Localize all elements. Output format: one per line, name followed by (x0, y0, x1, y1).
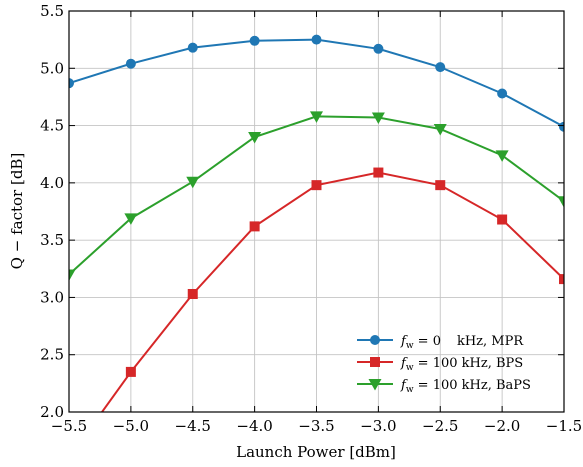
series-triangle-down (69, 111, 564, 282)
legend-subscript: w (406, 363, 414, 373)
y-tick-label: 3.0 (40, 288, 64, 306)
y-tick-label: 4.5 (40, 117, 64, 135)
legend-label: fw = 0 kHz, MPR (400, 334, 524, 351)
data-point-marker (497, 214, 508, 225)
data-point-marker (495, 150, 509, 162)
data-point-marker (248, 132, 262, 144)
data-point-marker (187, 288, 198, 299)
x-tick-label: −5.0 (113, 417, 149, 435)
legend-f-symbol: f (400, 334, 408, 349)
legend-f-symbol: f (400, 378, 408, 393)
x-tick-label: −1.5 (546, 417, 582, 435)
series-circle (69, 34, 564, 132)
data-point-marker (433, 124, 447, 136)
axis-ticks: −5.5 −5.0 −4.5 −4.0 −3.5 −3.0 −2.5 −2.0 −1.5 2.0 2… (40, 2, 582, 435)
legend-label: fw = 100 kHz, BaPS (400, 378, 531, 395)
y-tick-label: 3.5 (40, 231, 64, 249)
x-tick-label: −4.5 (175, 417, 211, 435)
y-axis-label: Q − factor [dB] (8, 153, 26, 270)
x-tick-label: −5.5 (51, 417, 87, 435)
data-point-marker (64, 453, 74, 463)
x-tick-label: −3.0 (360, 417, 396, 435)
data-point-marker (186, 176, 200, 189)
x-tick-label: −2.0 (484, 417, 520, 435)
y-tick-label: 4.0 (40, 174, 64, 192)
data-point-marker (371, 112, 385, 125)
data-point-marker (373, 43, 384, 54)
legend-subscript: w (406, 341, 414, 351)
data-point-marker (311, 34, 322, 45)
data-point-marker (249, 221, 260, 232)
legend-rest: = 100 kHz, BaPS (414, 378, 531, 393)
legend-marker (370, 357, 380, 367)
x-tick-label: −2.5 (422, 417, 458, 435)
series-square (64, 167, 564, 463)
legend-rest: = 100 kHz, BPS (414, 356, 524, 371)
data-point-marker (310, 111, 323, 123)
data-point-marker (187, 42, 198, 53)
data-point-marker (249, 35, 260, 46)
x-tick-label: −3.5 (298, 417, 334, 435)
data-point-marker (125, 366, 136, 377)
legend-suffix: kHz, MPR (457, 334, 524, 349)
y-tick-label: 2.5 (40, 346, 64, 364)
y-tick-label: 5.0 (40, 59, 64, 77)
data-point-marker (559, 121, 564, 132)
data-series (64, 34, 564, 463)
legend-item: fw = 100 kHz, BPS (357, 356, 523, 373)
legend-item: fw = 0 kHz, MPR (357, 334, 524, 351)
data-point-marker (311, 180, 322, 191)
data-point-marker (124, 213, 138, 225)
legend-label: fw = 100 kHz, BPS (400, 356, 523, 373)
data-point-marker (69, 269, 76, 282)
data-point-marker (435, 62, 446, 73)
x-axis-label: Launch Power [dBm] (236, 443, 396, 461)
legend-item: fw = 100 kHz, BaPS (357, 378, 531, 395)
legend-marker (370, 335, 380, 345)
data-point-marker (559, 274, 564, 285)
data-point-marker (69, 78, 74, 89)
y-tick-label: 2.0 (40, 403, 64, 421)
x-tick-label: −4.0 (236, 417, 272, 435)
data-point-marker (373, 167, 384, 178)
legend-f-symbol: f (400, 356, 408, 371)
legend-rest: = 0 (414, 334, 441, 349)
data-point-marker (557, 196, 564, 208)
data-point-marker (125, 58, 136, 69)
data-point-marker (497, 88, 508, 99)
legend-subscript: w (406, 385, 414, 395)
data-point-marker (435, 180, 446, 191)
y-tick-label: 5.5 (40, 2, 64, 20)
legend-marker (368, 379, 382, 391)
